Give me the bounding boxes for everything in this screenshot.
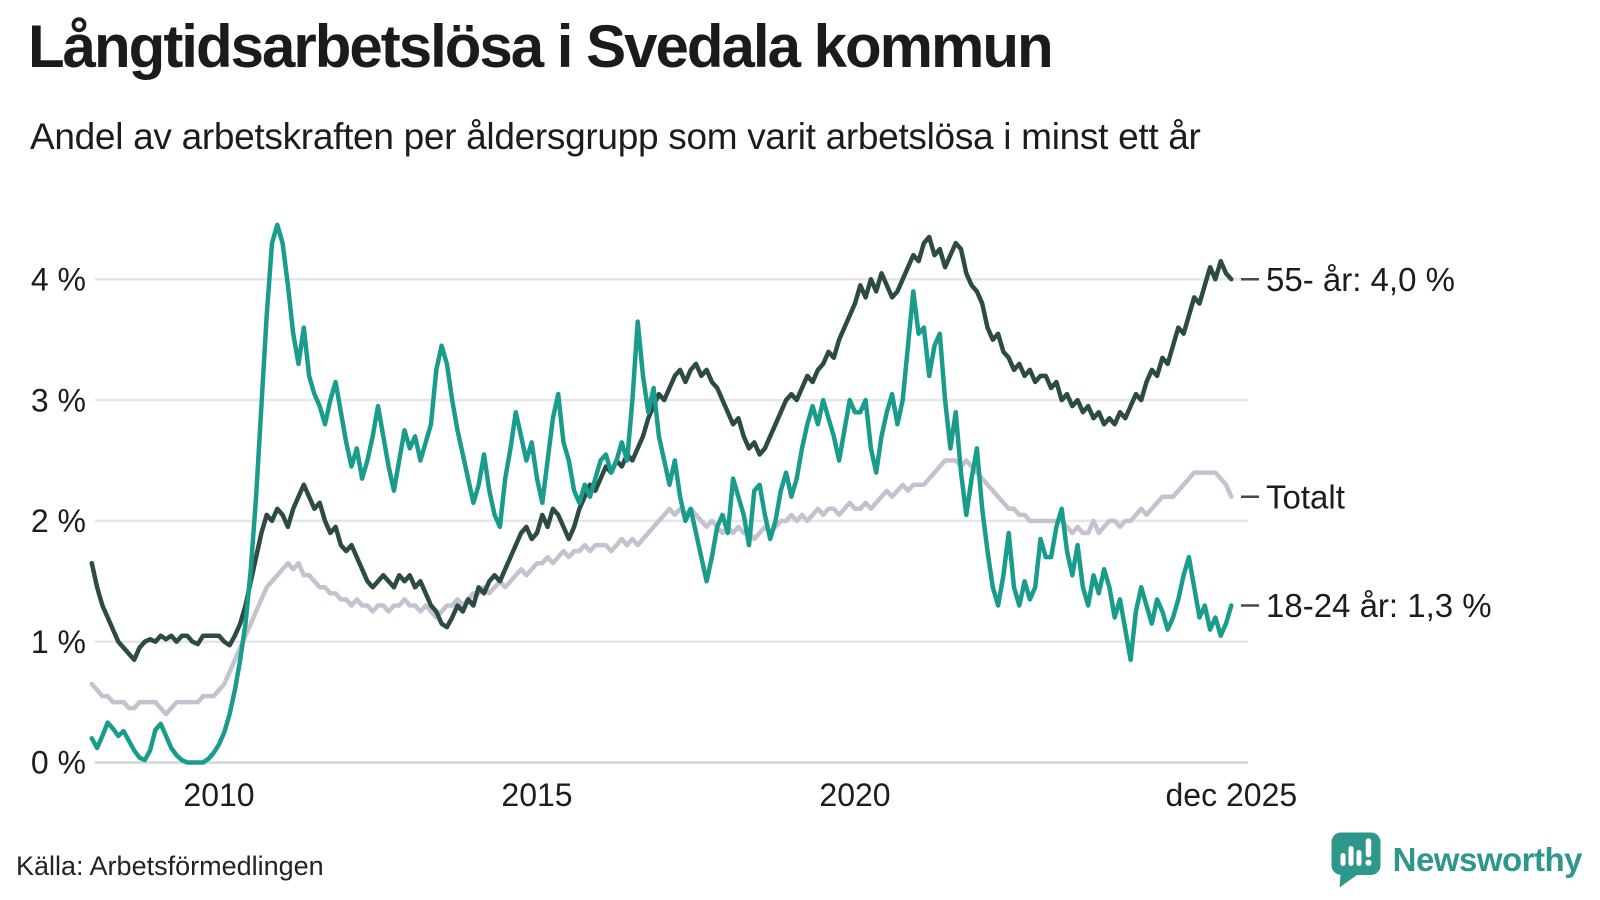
chart-subtitle: Andel av arbetskraften per åldersgrupp s… [30,116,1201,157]
series-end-label: 55- år: 4,0 % [1266,261,1455,298]
series-end-label: Totalt [1266,478,1345,515]
y-axis-tick-label: 4 % [31,262,86,298]
y-axis-tick-label: 3 % [31,382,86,418]
y-axis-tick-label: 1 % [31,624,86,660]
series-end-label: 18-24 år: 1,3 % [1266,587,1492,624]
series-line-18-24-r [89,222,1234,765]
x-axis-tick-label: dec 2025 [1165,777,1297,813]
newsworthy-logo: Newsworthy [1330,831,1583,888]
logo-exclamation-dot [1365,859,1372,866]
series-line-55-r [89,234,1234,663]
x-axis-tick-label: 2020 [819,777,890,813]
newsworthy-logo-icon [1331,832,1381,888]
source-note: Källa: Arbetsförmedlingen [16,851,324,881]
x-axis-tick-label: 2015 [501,777,572,813]
x-axis-tick-label: 2010 [183,777,254,813]
logo-bubble-shape [1331,832,1381,888]
series-line-totalt [89,458,1234,717]
y-axis-tick-label: 2 % [31,503,86,539]
y-axis-tick-label: 0 % [31,745,86,781]
newsworthy-logo-text: Newsworthy [1392,840,1583,878]
chart-title: Långtidsarbetslösa i Svedala kommun [28,13,1054,80]
